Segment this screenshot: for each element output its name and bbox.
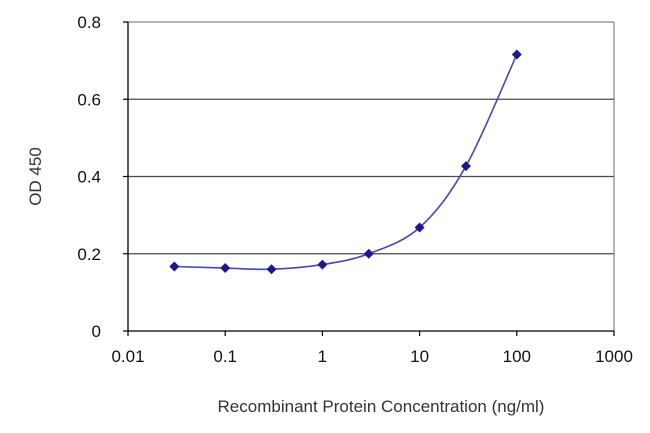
data-point bbox=[169, 261, 180, 272]
y-axis-title: OD 450 bbox=[26, 147, 45, 206]
data-point bbox=[363, 248, 374, 259]
data-point bbox=[511, 49, 522, 60]
gridlines bbox=[128, 98, 614, 255]
y-tick-label: 0.2 bbox=[77, 245, 101, 264]
data-point bbox=[460, 161, 471, 172]
data-point bbox=[414, 222, 425, 233]
x-tick-label: 0.01 bbox=[111, 347, 144, 366]
y-axis-ticks: 0 0.2 0.4 0.6 0.8 bbox=[77, 13, 128, 341]
y-tick-label: 0.4 bbox=[77, 168, 101, 187]
x-tick-label: 10 bbox=[410, 347, 429, 366]
x-axis-ticks: 0.01 0.1 1 10 100 1000 bbox=[111, 331, 633, 366]
data-point bbox=[220, 263, 231, 274]
y-tick-label: 0 bbox=[92, 322, 101, 341]
x-tick-label: 0.1 bbox=[213, 347, 237, 366]
data-point bbox=[317, 259, 328, 270]
x-tick-label: 1000 bbox=[595, 347, 633, 366]
y-tick-label: 0.6 bbox=[77, 90, 101, 109]
x-tick-label: 1 bbox=[318, 347, 327, 366]
y-tick-label: 0.8 bbox=[77, 13, 101, 32]
x-axis-title: Recombinant Protein Concentration (ng/ml… bbox=[218, 397, 545, 416]
x-tick-label: 100 bbox=[503, 347, 531, 366]
series-line bbox=[174, 54, 518, 271]
data-point bbox=[266, 264, 277, 275]
series-layer bbox=[169, 49, 522, 275]
